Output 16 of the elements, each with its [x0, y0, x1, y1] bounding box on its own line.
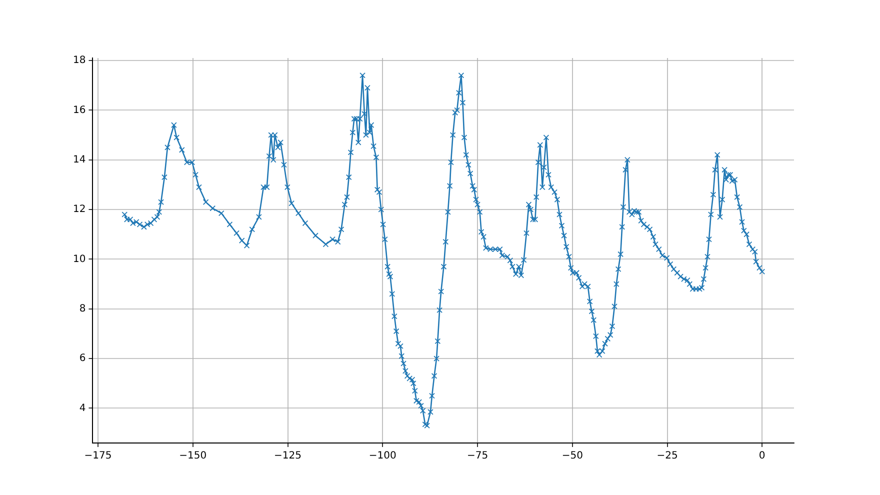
y-tick-label: 14	[72, 154, 86, 166]
x-tick-label: −25	[656, 450, 678, 462]
y-tick-label: 10	[72, 254, 86, 265]
x-tick-label: −100	[368, 450, 396, 462]
x-tick-label: −50	[562, 450, 583, 462]
x-tick-label: −150	[179, 450, 207, 462]
y-tick-label: 16	[72, 104, 86, 116]
y-tick-label: 18	[72, 55, 86, 66]
x-tick-label: −75	[466, 450, 488, 462]
y-tick-label: 6	[79, 353, 86, 364]
x-tick-label: 0	[758, 450, 766, 462]
y-tick-label: 12	[72, 204, 86, 216]
y-tick-label: 4	[79, 402, 86, 414]
y-tick-label: 8	[79, 303, 86, 314]
x-tick-label: −125	[274, 450, 302, 462]
x-tick-label: −175	[84, 450, 112, 462]
